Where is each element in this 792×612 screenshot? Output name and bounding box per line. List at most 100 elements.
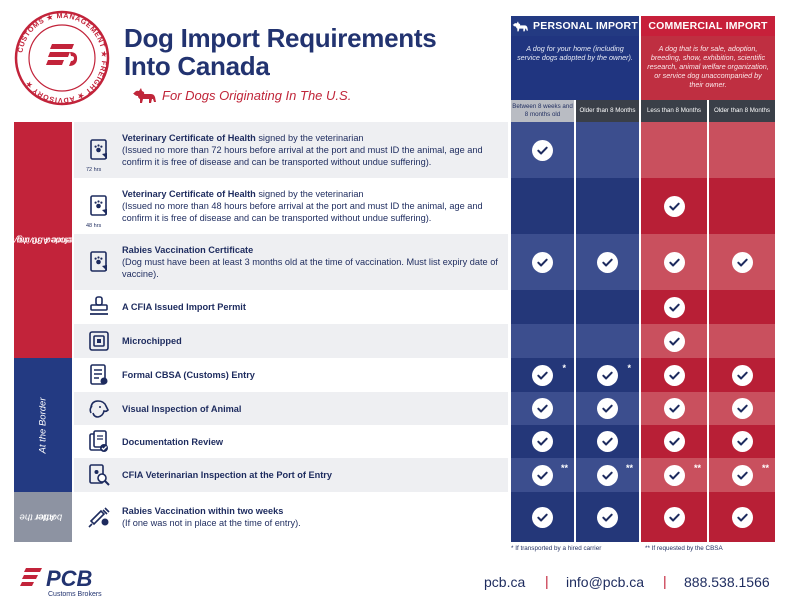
requirement-cell (709, 358, 775, 392)
requirement-text: Rabies Vaccination Certificate (Dog must … (122, 244, 508, 280)
footnote-marker: * (627, 363, 631, 373)
dog-icon (512, 21, 529, 32)
subheader-personal-young: Between 8 weeks and 8 months old (511, 100, 574, 122)
requirement-cell (511, 122, 574, 178)
phone-link[interactable]: 888.538.1566 (684, 574, 770, 590)
footnote-marker: * (562, 363, 566, 373)
requirement-cell: ** (709, 458, 775, 492)
checkmark-icon (663, 431, 685, 452)
checkmark-icon (731, 364, 753, 386)
requirement-text: A CFIA Issued Import Permit (122, 301, 246, 313)
personal-import-header: PERSONAL IMPORT (511, 16, 639, 36)
pcb-seal-logo: CUSTOMS ★ MANAGEMENT ★ FREIGHT ★ ADVISOR… (14, 10, 110, 106)
requirement-text: Visual Inspection of Animal (122, 403, 241, 415)
requirement-label: A CFIA Issued Import Permit (122, 302, 246, 312)
requirement-cell (641, 122, 707, 178)
magnify-paw-icon (84, 460, 114, 490)
requirement-cell (511, 492, 574, 542)
footnote-marker: ** (693, 463, 701, 473)
requirement-cell (709, 290, 775, 324)
checkmark-icon (597, 364, 618, 386)
requirement-cell (576, 178, 639, 234)
requirement-title: Rabies Vaccination within two weeks (122, 506, 284, 516)
footnote-marker: ** (761, 463, 769, 473)
footer-separator: | (545, 573, 549, 589)
hours-note: 48 hrs (86, 223, 102, 229)
requirement-cell: * (576, 358, 639, 392)
checkmark-icon (663, 398, 685, 419)
checkmark-icon (731, 464, 753, 486)
syringe-icon (84, 502, 114, 532)
requirement-detail: (Issued no more than 72 hours before arr… (122, 145, 483, 167)
requirement-row: Visual Inspection of Animal (74, 392, 508, 425)
checkmark-icon (597, 506, 618, 528)
requirement-label: CFIA Veterinarian Inspection at the Port… (122, 470, 332, 480)
requirement-cell (576, 392, 639, 425)
requirement-cell (641, 358, 707, 392)
requirement-cell: ** (641, 458, 707, 492)
checkmark-icon (663, 296, 685, 318)
checkmark-icon (532, 139, 553, 161)
subheader-personal-older: Older than 8 Months (576, 100, 639, 122)
section-after-border: After the border (14, 492, 72, 542)
requirement-title: Veterinary Certificate of Health (122, 189, 256, 199)
requirement-cell (641, 392, 707, 425)
customs-form-icon (84, 360, 114, 390)
requirement-cell (511, 290, 574, 324)
commercial-import-header: COMMERCIAL IMPORT (641, 16, 775, 36)
checkmark-icon (597, 251, 618, 273)
checkmark-icon (597, 431, 618, 452)
checkmark-icon (663, 251, 685, 273)
requirement-row: A CFIA Issued Import Permit (74, 290, 508, 324)
requirement-detail: (If one was not in place at the time of … (122, 518, 301, 528)
footnote-hired-carrier: * If transported by a hired carrier (511, 545, 602, 552)
subheader-commercial-young: Less than 8 Months (641, 100, 707, 122)
certificate-paw-icon (84, 247, 114, 277)
requirement-label: Formal CBSA (Customs) Entry (122, 370, 255, 380)
subtitle-text: For Dogs Originating In The U.S. (162, 87, 352, 103)
checkmark-icon (663, 464, 685, 486)
certificate-paw-icon: 72 hrs (84, 135, 114, 173)
requirement-cell (709, 492, 775, 542)
requirement-cell (709, 324, 775, 358)
requirement-cell (576, 324, 639, 358)
requirement-row: 48 hrs Veterinary Certificate of Health s… (74, 178, 508, 234)
svg-text:Customs Brokers: Customs Brokers (48, 591, 102, 598)
email-link[interactable]: info@pcb.ca (566, 574, 645, 590)
requirement-cell (641, 324, 707, 358)
requirement-label: Microchipped (122, 336, 182, 346)
commercial-import-description: A dog that is for sale, adoption, breedi… (641, 36, 775, 100)
requirement-cell (641, 234, 707, 290)
page-title: Dog Import Requirements Into Canada (124, 24, 484, 80)
requirement-text: Microchipped (122, 335, 182, 347)
requirement-row: Microchipped (74, 324, 508, 358)
requirement-cell (576, 122, 639, 178)
requirement-title: Veterinary Certificate of Health (122, 133, 256, 143)
section-before-border: Arrange Before Arriving at the Border(Re… (0, 122, 116, 358)
requirement-cell (511, 392, 574, 425)
footnote-marker: ** (625, 463, 633, 473)
requirement-cell (641, 425, 707, 458)
requirement-cell (576, 234, 639, 290)
requirement-cell (576, 492, 639, 542)
section-at-border-label: At the Border (37, 397, 49, 453)
requirement-cell (576, 425, 639, 458)
requirement-cell (641, 178, 707, 234)
requirement-cell (641, 290, 707, 324)
checkmark-icon (597, 464, 618, 486)
dog-head-icon (84, 394, 114, 424)
checkmark-icon (532, 398, 553, 419)
requirement-row: CFIA Veterinarian Inspection at the Port… (74, 458, 508, 492)
requirement-cell: ** (511, 458, 574, 492)
requirement-label: signed by the veterinarian (255, 189, 364, 199)
section-after-border-sublabel: border (34, 511, 63, 523)
requirement-cell (709, 178, 775, 234)
title-line-2: Into Canada (124, 51, 270, 81)
personal-import-label: PERSONAL IMPORT (533, 20, 638, 32)
checkmark-icon (731, 431, 753, 452)
website-link[interactable]: pcb.ca (484, 574, 526, 590)
requirement-text: Documentation Review (122, 436, 223, 448)
requirement-cell (511, 425, 574, 458)
dog-silhouette-icon (133, 88, 156, 103)
checkmark-icon (597, 398, 618, 419)
